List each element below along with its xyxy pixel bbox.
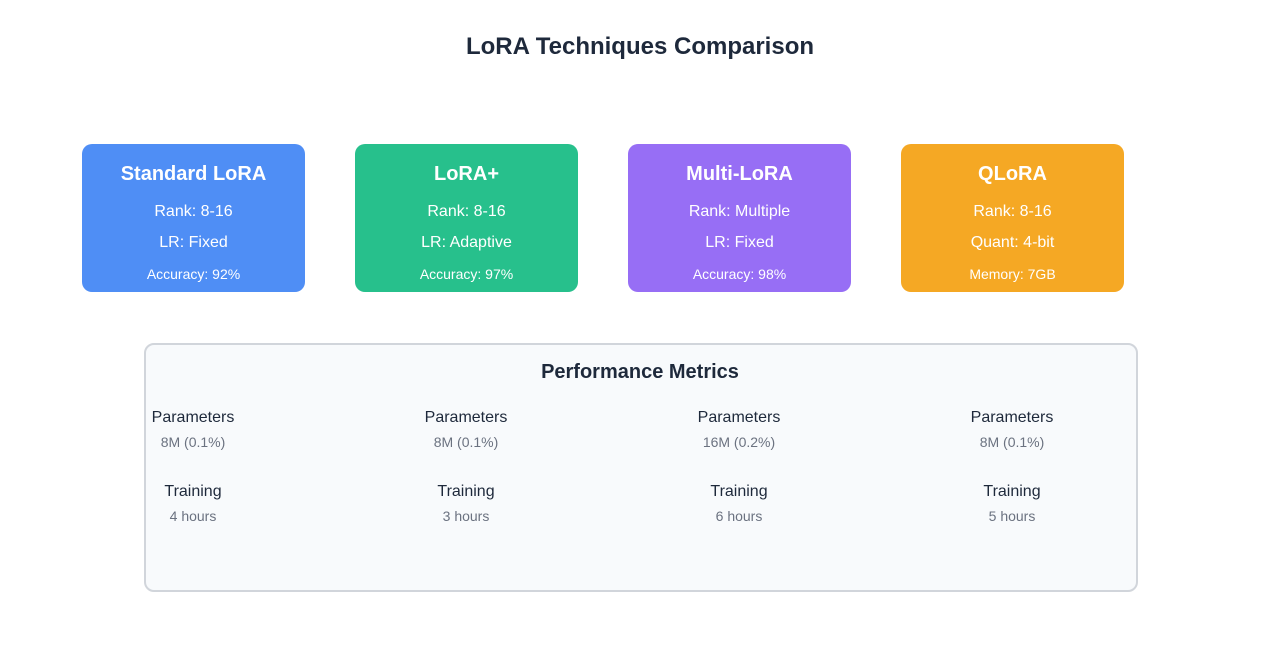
metrics-panel-title: Performance Metrics <box>541 361 739 383</box>
card-standard-lora: Standard LoRA Rank: 8-16 LR: Fixed Accur… <box>82 144 305 292</box>
card-quant: Quant: 4-bit <box>970 234 1055 251</box>
metric-label: Parameters <box>151 409 235 426</box>
metric-parameters-standard-lora: Parameters 8M (0.1%) <box>93 408 293 451</box>
card-accuracy: Accuracy: 98% <box>692 266 787 282</box>
metric-training-multi-lora: Training 6 hours <box>639 482 839 525</box>
card-multi-lora: Multi-LoRA Rank: Multiple LR: Fixed Accu… <box>628 144 851 292</box>
metric-training-qlora: Training 5 hours <box>912 482 1112 525</box>
card-title: LoRA+ <box>434 163 499 185</box>
metric-value: 8M (0.1%) <box>160 434 226 450</box>
card-lr: LR: Fixed <box>705 234 774 251</box>
metric-value: 4 hours <box>169 508 217 524</box>
card-lr: LR: Fixed <box>159 234 228 251</box>
metric-training-standard-lora: Training 4 hours <box>93 482 293 525</box>
metric-value: 6 hours <box>715 508 763 524</box>
card-rank: Rank: 8-16 <box>973 203 1052 220</box>
metric-training-lora-plus: Training 3 hours <box>366 482 566 525</box>
metric-value: 8M (0.1%) <box>979 434 1045 450</box>
card-qlora: QLoRA Rank: 8-16 Quant: 4-bit Memory: 7G… <box>901 144 1124 292</box>
metric-parameters-lora-plus: Parameters 8M (0.1%) <box>366 408 566 451</box>
metric-label: Training <box>164 483 222 500</box>
card-rank: Rank: 8-16 <box>427 203 506 220</box>
metric-label: Parameters <box>424 409 508 426</box>
card-accuracy: Accuracy: 92% <box>146 266 241 282</box>
metrics-panel <box>144 343 1138 592</box>
card-rank: Rank: 8-16 <box>154 203 233 220</box>
card-lora-plus: LoRA+ Rank: 8-16 LR: Adaptive Accuracy: … <box>355 144 578 292</box>
metric-label: Training <box>437 483 495 500</box>
metric-parameters-qlora: Parameters 8M (0.1%) <box>912 408 1112 451</box>
metric-label: Training <box>710 483 768 500</box>
card-rank: Rank: Multiple <box>688 203 791 220</box>
metric-label: Parameters <box>697 409 781 426</box>
card-title: Standard LoRA <box>120 163 267 185</box>
metric-parameters-multi-lora: Parameters 16M (0.2%) <box>639 408 839 451</box>
metric-label: Training <box>983 483 1041 500</box>
metric-value: 8M (0.1%) <box>433 434 499 450</box>
metric-value: 3 hours <box>442 508 490 524</box>
card-accuracy: Accuracy: 97% <box>419 266 514 282</box>
card-title: Multi-LoRA <box>686 163 793 185</box>
page-title: LoRA Techniques Comparison <box>465 33 815 60</box>
metric-label: Parameters <box>970 409 1054 426</box>
card-title: QLoRA <box>978 163 1047 185</box>
card-memory: Memory: 7GB <box>969 266 1056 282</box>
metric-value: 5 hours <box>988 508 1036 524</box>
card-lr: LR: Adaptive <box>421 234 512 251</box>
metric-value: 16M (0.2%) <box>702 434 776 450</box>
